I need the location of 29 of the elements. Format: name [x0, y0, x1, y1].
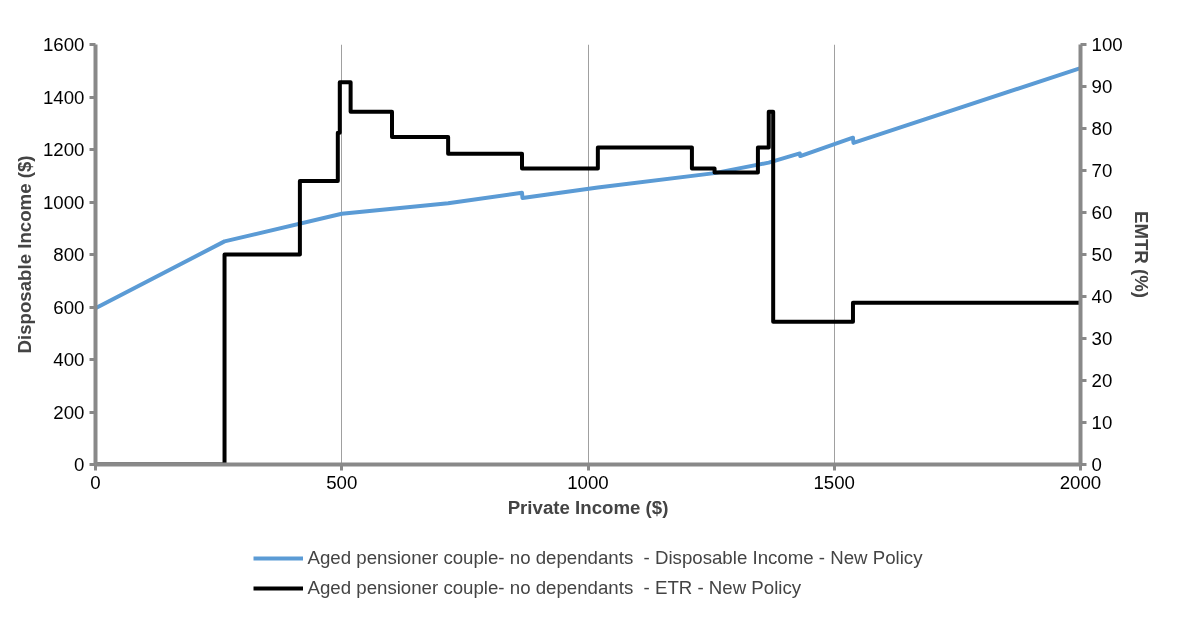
y-tick-label: 1200 [43, 139, 85, 160]
legend-label: Aged pensioner couple- no dependants - Disposable Income - New Policy [307, 546, 923, 569]
x-tick-label: 0 [90, 471, 101, 493]
y-tick-label: 1000 [43, 191, 85, 213]
y-tick-label: 400 [53, 349, 85, 370]
x-tick-label: 1000 [567, 471, 609, 493]
y2-tick-label: 70 [1091, 160, 1113, 181]
y-axis-title: Disposable Income ($) [14, 155, 35, 354]
line-series [95, 66, 1081, 311]
y2-tick-label: 80 [1091, 118, 1113, 139]
y2-axis-title: EMTR (%) [1130, 210, 1152, 299]
y2-tick-label: 60 [1091, 202, 1113, 223]
y2-tick-label: 100 [1091, 34, 1123, 55]
y2-tick-label: 20 [1091, 370, 1113, 391]
y2-tick-label: 40 [1091, 286, 1113, 307]
y2-tick-label: 30 [1091, 328, 1113, 349]
y-tick-label: 200 [53, 401, 85, 423]
x-tick-label: 500 [326, 471, 358, 493]
y2-tick-label: 50 [1091, 244, 1113, 265]
x-tick-label: 1500 [813, 471, 856, 493]
y2-tick-label: 90 [1091, 76, 1113, 97]
y-tick-label: 600 [53, 296, 85, 318]
y2-tick-label: 10 [1091, 412, 1113, 433]
y-tick-label: 800 [53, 244, 85, 265]
x-axis-title: Private Income ($) [507, 496, 669, 518]
y-tick-label: 1600 [43, 34, 85, 55]
legend-label: Aged pensioner couple- no dependants - ETR - New Policy [307, 576, 802, 599]
y-tick-label: 0 [74, 454, 85, 475]
y-tick-label: 1400 [43, 86, 85, 108]
